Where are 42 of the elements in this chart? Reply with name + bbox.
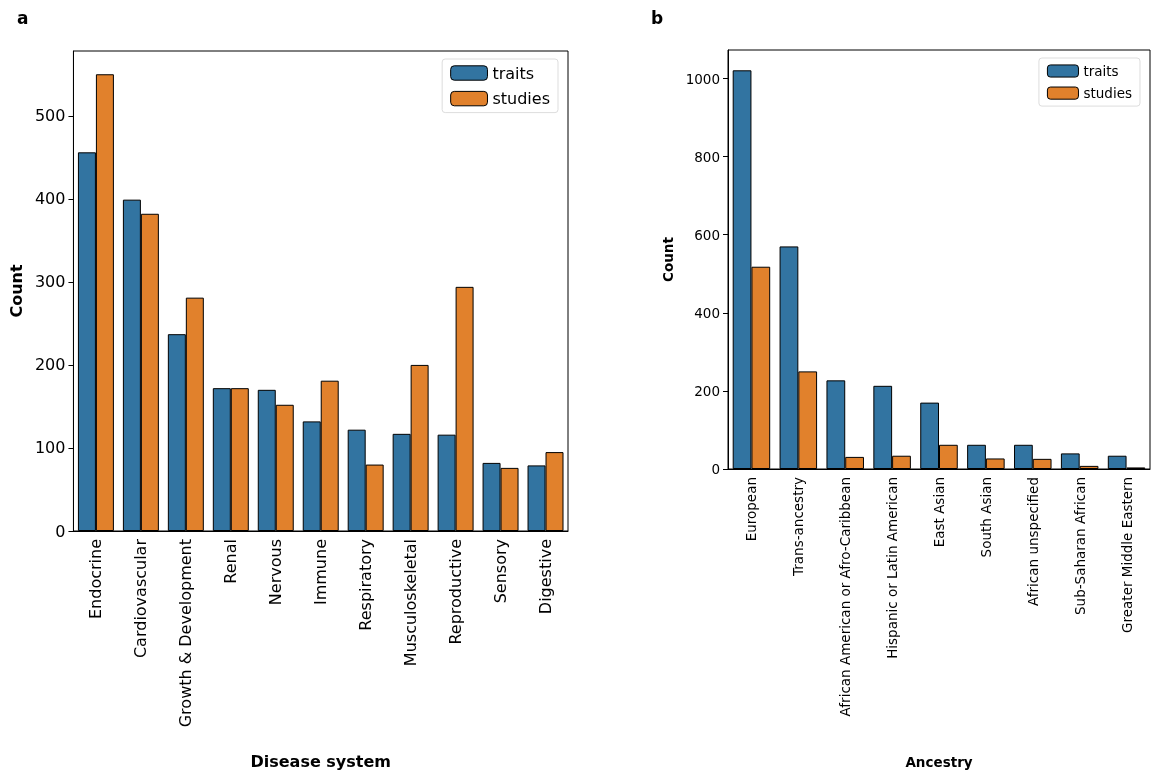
chart-title: b — [651, 7, 664, 28]
y-tick-label: 1000 — [685, 70, 720, 87]
x-tick-label: Trans-ancestry — [790, 477, 807, 577]
x-tick-label: East Asian — [931, 477, 947, 548]
y-tick-label: 0 — [55, 521, 66, 541]
x-tick-label: Sensory — [491, 539, 511, 604]
x-tick-label: South Asian — [977, 477, 994, 558]
legend-label: traits — [1083, 63, 1119, 79]
x-axis-title: Ancestry — [905, 754, 973, 770]
y-tick-label: 500 — [34, 106, 66, 126]
x-tick-label: European — [743, 477, 760, 542]
legend-label: traits — [492, 63, 535, 83]
x-tick-label: Sub-Saharan African — [1071, 477, 1088, 615]
x-tick-label: Greater Middle Eastern — [1118, 477, 1135, 633]
legend-label: studies — [492, 89, 550, 109]
x-tick-label: African American or Afro-Caribbean — [837, 477, 854, 717]
x-tick-label: Renal — [221, 539, 241, 584]
legend-label: studies — [1083, 85, 1132, 102]
x-tick-label: Respiratory — [356, 539, 376, 631]
y-tick-label: 200 — [694, 382, 720, 399]
y-tick-label: 200 — [34, 355, 66, 375]
y-tick-label: 400 — [694, 304, 720, 321]
y-axis-title: Count — [659, 236, 676, 282]
x-tick-label: Immune — [311, 539, 331, 606]
x-tick-label: Endocrine — [86, 539, 106, 619]
y-tick-label: 300 — [34, 272, 66, 292]
x-tick-label: Hispanic or Latin American — [884, 477, 901, 659]
x-tick-label: Nervous — [266, 539, 286, 606]
x-tick-label: Digestive — [536, 539, 556, 615]
x-axis-title: Disease system — [250, 751, 391, 771]
x-tick-label: African unspecified — [1024, 477, 1041, 606]
y-tick-label: 100 — [34, 438, 66, 458]
x-tick-label: Reproductive — [446, 539, 466, 645]
x-tick-label: Growth & Development — [176, 539, 196, 728]
x-tick-label: Musculoskeletal — [401, 539, 421, 667]
x-tick-label: Cardiovascular — [131, 538, 151, 659]
y-tick-label: 600 — [694, 226, 720, 243]
y-tick-label: 400 — [34, 189, 66, 209]
chart-title: a — [17, 7, 29, 28]
y-tick-label: 800 — [694, 148, 720, 165]
y-tick-label: 0 — [711, 461, 720, 477]
y-axis-title: Count — [6, 264, 26, 318]
